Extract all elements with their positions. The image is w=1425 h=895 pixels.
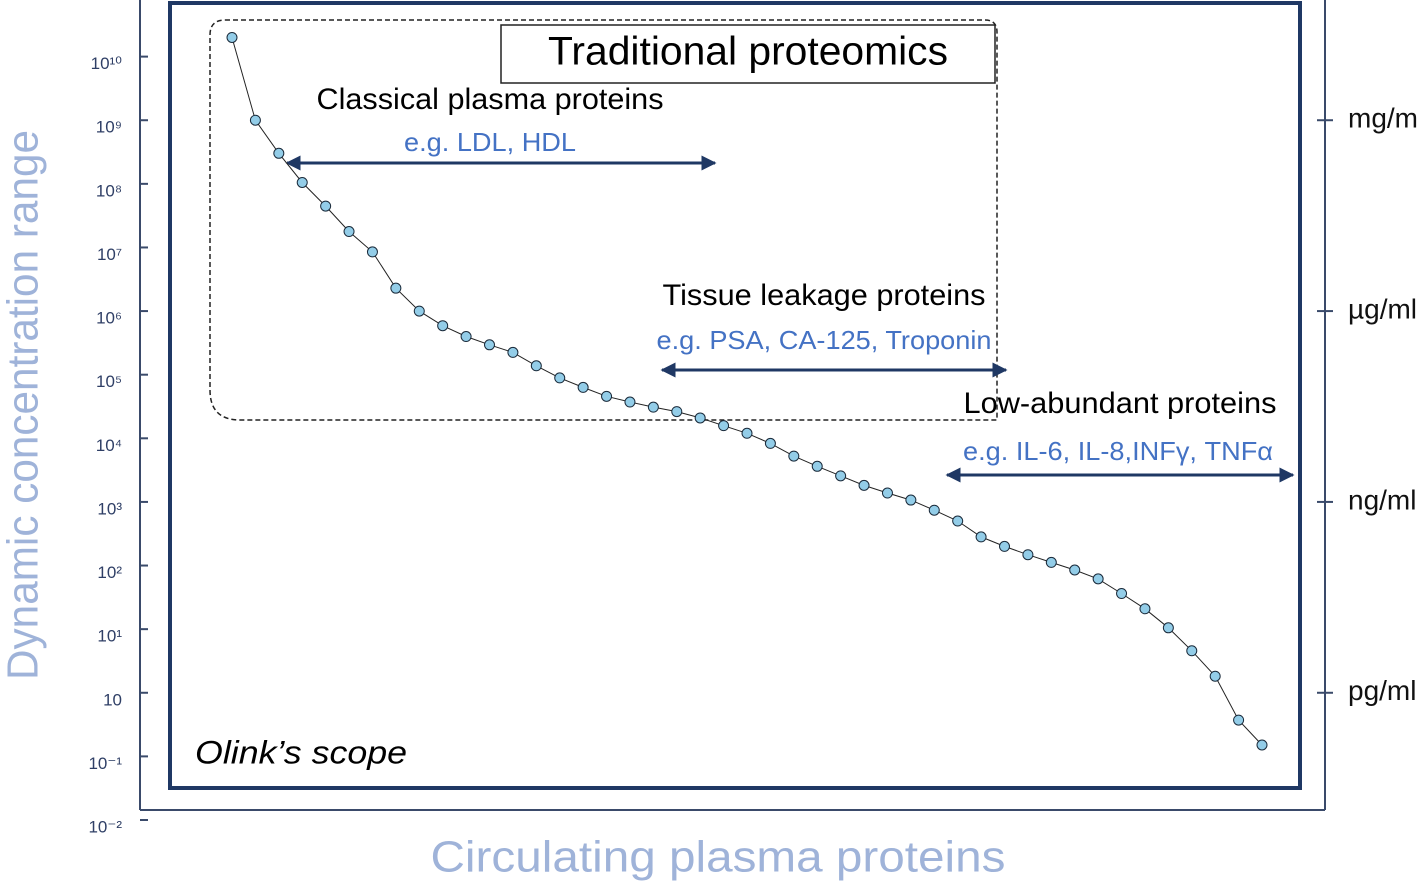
y-tick-label: 10⁵ — [96, 372, 122, 391]
data-point — [1162, 622, 1174, 634]
data-point — [1139, 603, 1151, 615]
data-point — [975, 531, 987, 543]
data-point — [1069, 564, 1081, 576]
data-point — [1116, 588, 1128, 600]
title-box — [500, 24, 996, 84]
data-point — [811, 460, 823, 472]
y-tick-label: 10² — [97, 563, 122, 582]
data-point — [484, 339, 495, 351]
scope-label: Olink’s scope — [195, 734, 407, 770]
chart-title: Traditional proteomics — [548, 30, 948, 74]
data-point — [601, 390, 613, 402]
data-point — [1186, 645, 1198, 657]
data-point — [226, 31, 238, 43]
y-tick-label: 10⁻² — [88, 817, 122, 836]
group-example: e.g. IL-6, IL-8,INFγ, TNFα — [963, 436, 1273, 466]
data-point — [507, 346, 519, 358]
data-point — [647, 401, 659, 413]
data-point — [366, 246, 378, 258]
data-point — [788, 450, 800, 462]
data-point — [1092, 573, 1104, 585]
data-point — [858, 479, 870, 491]
data-point — [835, 470, 847, 482]
data-point — [296, 176, 308, 188]
x-axis-label: Circulating plasma proteins — [431, 833, 1006, 882]
data-point — [530, 360, 542, 372]
data-point — [460, 331, 472, 343]
y-tick-label: 10 — [103, 690, 122, 709]
y-tick-label: 10⁴ — [96, 436, 122, 455]
y-tick-label: 10⁶ — [96, 309, 122, 328]
y-tick-label: 10¹⁰ — [91, 54, 123, 73]
data-point — [764, 437, 776, 449]
data-point — [437, 320, 449, 332]
y2-tick-label: ng/ml — [1348, 484, 1416, 515]
data-point — [1209, 670, 1221, 682]
data-point — [554, 372, 566, 384]
y-tick-label: 10⁹ — [96, 118, 122, 137]
data-point — [952, 515, 964, 527]
y-axis-label: Dynamic concentration range — [0, 130, 48, 680]
proteomics-region — [209, 19, 998, 421]
data-point — [741, 427, 753, 439]
data-point — [905, 494, 917, 506]
data-point — [881, 487, 893, 499]
group-example: e.g. LDL, HDL — [404, 127, 576, 157]
y2-tick-label: pg/ml — [1348, 675, 1416, 706]
data-point — [928, 504, 940, 516]
y-tick-label: 10⁷ — [97, 245, 122, 264]
scope-frame — [168, 1, 1302, 790]
data-point — [1045, 556, 1057, 568]
data-point — [320, 200, 332, 212]
data-point — [1256, 739, 1268, 751]
data-point — [249, 114, 261, 126]
y2-tick-label: µg/ml — [1348, 293, 1417, 324]
y-tick-label: 10¹ — [97, 627, 122, 646]
data-point — [1233, 714, 1245, 726]
data-point — [718, 420, 730, 432]
range-arrows — [285, 155, 1295, 483]
data-point — [671, 406, 683, 418]
data-point — [577, 381, 589, 393]
data-point — [999, 540, 1010, 552]
group-name: Low-abundant proteins — [964, 387, 1277, 420]
data-point — [1022, 549, 1034, 561]
group-example: e.g. PSA, CA-125, Troponin — [657, 325, 992, 355]
group-name: Classical plasma proteins — [317, 83, 664, 116]
data-point — [343, 226, 355, 238]
data-point — [694, 412, 706, 424]
data-point — [413, 305, 425, 317]
y-tick-label: 10⁻¹ — [88, 754, 122, 773]
y-tick-label: 10³ — [97, 499, 122, 518]
group-name: Tissue leakage proteins — [663, 279, 986, 312]
data-point — [624, 396, 636, 408]
y-tick-label: 10⁸ — [96, 181, 122, 200]
data-point — [390, 282, 402, 294]
y2-tick-label: mg/m — [1348, 103, 1418, 134]
data-point — [273, 147, 285, 159]
